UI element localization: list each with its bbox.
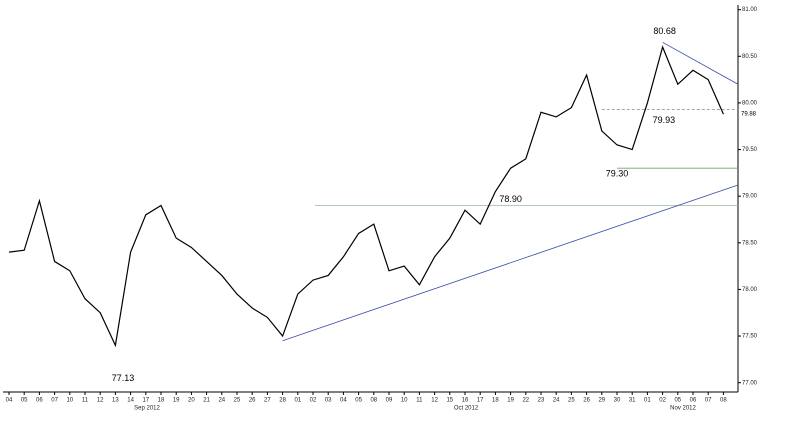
y-tick-label: 81.00 xyxy=(742,7,758,13)
x-tick-label: 05 xyxy=(355,398,362,404)
x-tick-label: 21 xyxy=(203,398,210,404)
x-tick-label: 02 xyxy=(659,398,666,404)
y-tick-label: 80.00 xyxy=(742,100,758,106)
x-tick-label: 12 xyxy=(431,398,438,404)
x-tick-label: 30 xyxy=(614,398,621,404)
price-line xyxy=(8,45,724,348)
x-tick-label: 10 xyxy=(66,398,73,404)
x-tick-label: 04 xyxy=(340,398,347,404)
x-tick-label: 26 xyxy=(583,398,590,404)
x-tick-label: 07 xyxy=(705,398,712,404)
y-tick-label: 78.50 xyxy=(742,240,758,246)
annotation: 79.93 xyxy=(653,115,676,125)
x-tick-label: 23 xyxy=(538,398,545,404)
x-tick-label: 08 xyxy=(720,398,727,404)
y-tick-label: 79.50 xyxy=(742,147,758,153)
x-tick-label: 03 xyxy=(325,398,332,404)
y-tick-label: 78.00 xyxy=(742,287,758,293)
month-label: Nov 2012 xyxy=(670,406,696,412)
x-tick-label: 12 xyxy=(97,398,104,404)
x-tick-label: 20 xyxy=(188,398,195,404)
x-tick-label: 02 xyxy=(310,398,317,404)
month-label: Oct 2012 xyxy=(454,406,479,412)
annotation: 79.88 xyxy=(741,112,757,118)
annotation: 77.13 xyxy=(112,373,135,383)
y-tick-label: 77.00 xyxy=(742,380,758,386)
x-tick-label: 08 xyxy=(370,398,377,404)
month-label: Sep 2012 xyxy=(134,406,160,412)
x-tick-label: 18 xyxy=(158,398,165,404)
x-tick-label: 22 xyxy=(522,398,529,404)
x-tick-label: 31 xyxy=(629,398,636,404)
annotation: 79.30 xyxy=(606,169,629,179)
x-tick-label: 25 xyxy=(234,398,241,404)
y-tick-label: 79.00 xyxy=(742,194,758,200)
x-tick-label: 15 xyxy=(446,398,453,404)
x-tick-label: 07 xyxy=(51,398,58,404)
x-tick-label: 17 xyxy=(477,398,484,404)
x-tick-label: 09 xyxy=(386,398,393,404)
x-tick-label: 14 xyxy=(127,398,134,404)
x-tick-label: 24 xyxy=(218,398,225,404)
x-tick-label: 06 xyxy=(36,398,43,404)
x-tick-label: 05 xyxy=(674,398,681,404)
x-tick-label: 18 xyxy=(492,398,499,404)
x-tick-label: 26 xyxy=(249,398,256,404)
x-tick-label: 11 xyxy=(82,398,89,404)
trend-line xyxy=(282,184,739,342)
x-tick-label: 10 xyxy=(401,398,408,404)
x-tick-label: 05 xyxy=(21,398,28,404)
trend-line xyxy=(662,41,739,85)
x-tick-label: 01 xyxy=(294,398,301,404)
x-tick-label: 25 xyxy=(568,398,575,404)
x-tick-label: 27 xyxy=(264,398,271,404)
x-tick-label: 19 xyxy=(173,398,180,404)
x-tick-label: 19 xyxy=(507,398,514,404)
x-tick-label: 17 xyxy=(142,398,149,404)
annotation: 80.68 xyxy=(653,26,676,36)
x-tick-label: 04 xyxy=(6,398,13,404)
x-tick-label: 11 xyxy=(416,398,423,404)
x-tick-label: 13 xyxy=(112,398,119,404)
y-tick-label: 77.50 xyxy=(742,334,758,340)
x-tick-label: 29 xyxy=(598,398,605,404)
annotation: 78.90 xyxy=(499,194,522,204)
x-tick-label: 01 xyxy=(644,398,651,404)
x-tick-label: 24 xyxy=(553,398,560,404)
x-tick-label: 16 xyxy=(462,398,469,404)
x-tick-label: 28 xyxy=(279,398,286,404)
x-tick-label: 06 xyxy=(690,398,697,404)
y-tick-label: 80.50 xyxy=(742,54,758,60)
